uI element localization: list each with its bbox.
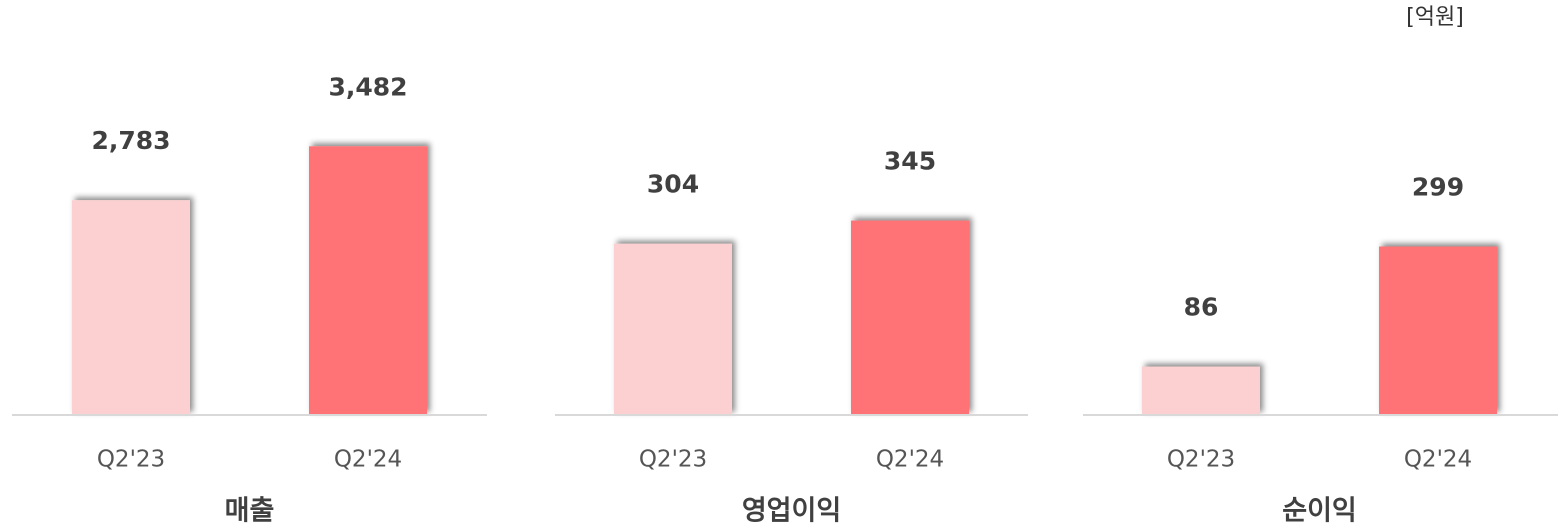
value-label: 86	[1184, 293, 1219, 322]
bar	[851, 220, 969, 415]
value-label: 299	[1412, 173, 1464, 202]
bar	[1142, 366, 1260, 415]
chart-title: 순이익	[1282, 496, 1357, 527]
x-tick-label: Q2'23	[639, 447, 707, 473]
x-tick-label: Q2'23	[1167, 447, 1235, 473]
chart-title: 매출	[225, 496, 275, 527]
value-label: 345	[884, 147, 936, 176]
bar	[309, 146, 427, 415]
x-tick-label: Q2'23	[97, 447, 165, 473]
x-tick-label: Q2'24	[1404, 447, 1472, 473]
bar	[614, 243, 732, 415]
chart-title: 영업이익	[742, 496, 841, 527]
x-tick-label: Q2'24	[876, 447, 944, 473]
value-label: 304	[647, 170, 699, 199]
value-label: 2,783	[91, 126, 170, 155]
x-tick-label: Q2'24	[334, 447, 402, 473]
bar	[72, 200, 190, 415]
value-label: 3,482	[328, 72, 407, 101]
unit-label: [억원]	[1406, 5, 1464, 30]
bar	[1379, 246, 1497, 415]
